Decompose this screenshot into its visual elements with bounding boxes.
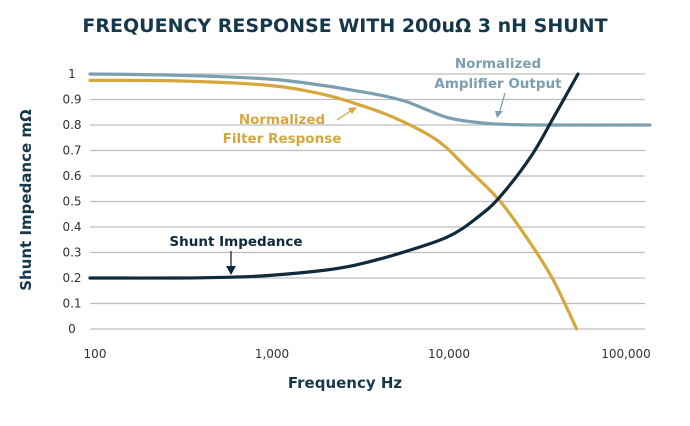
y-tick-label: 0.9	[62, 93, 81, 107]
y-tick-label: 0.8	[62, 118, 81, 132]
filter-annotation: Normalized Filter Response	[223, 107, 357, 147]
amplifier-label-line1: Normalized	[455, 56, 541, 72]
amplifier-label-line2: Amplifier Output	[434, 76, 562, 92]
filter-label-line1: Normalized	[239, 112, 325, 128]
filter-label-line2: Filter Response	[223, 131, 342, 147]
amplifier-arrowhead-icon	[495, 111, 503, 118]
x-tick-label: 100	[84, 347, 107, 361]
chart-title: FREQUENCY RESPONSE WITH 200uΩ 3 nH SHUNT	[82, 15, 607, 37]
y-tick-label: 0.6	[62, 169, 81, 183]
filter-arrow	[336, 109, 353, 121]
y-tick-label: 0.4	[62, 220, 81, 234]
y-tick-label: 0.2	[62, 271, 81, 285]
x-tick-label: 10,000	[428, 347, 470, 361]
x-tick-label: 100,000	[601, 347, 651, 361]
filter-response-line	[88, 78, 579, 331]
shunt-label: Shunt Impedance	[169, 234, 302, 250]
x-tick-label: 1,000	[255, 347, 289, 361]
filter-arrowhead-icon	[348, 107, 357, 114]
y-tick-label: 0.1	[62, 297, 81, 311]
shunt-annotation: Shunt Impedance	[169, 234, 303, 275]
y-axis-label: Shunt Impedance mΩ	[17, 109, 35, 291]
shunt-arrowhead-icon	[226, 266, 236, 275]
amplifier-output-line	[88, 72, 652, 127]
amplifier-annotation: Normalized Amplifier Output	[434, 56, 562, 118]
y-tick-label: 1	[68, 67, 76, 81]
y-tick-label: 0.3	[62, 246, 81, 260]
x-axis-label: Frequency Hz	[288, 374, 403, 392]
y-tick-label: 0.7	[62, 144, 81, 158]
y-tick-label: 0	[68, 322, 76, 336]
amplifier-arrow	[498, 92, 506, 115]
y-tick-label: 0.5	[62, 195, 81, 209]
shunt-impedance-line	[88, 72, 580, 280]
